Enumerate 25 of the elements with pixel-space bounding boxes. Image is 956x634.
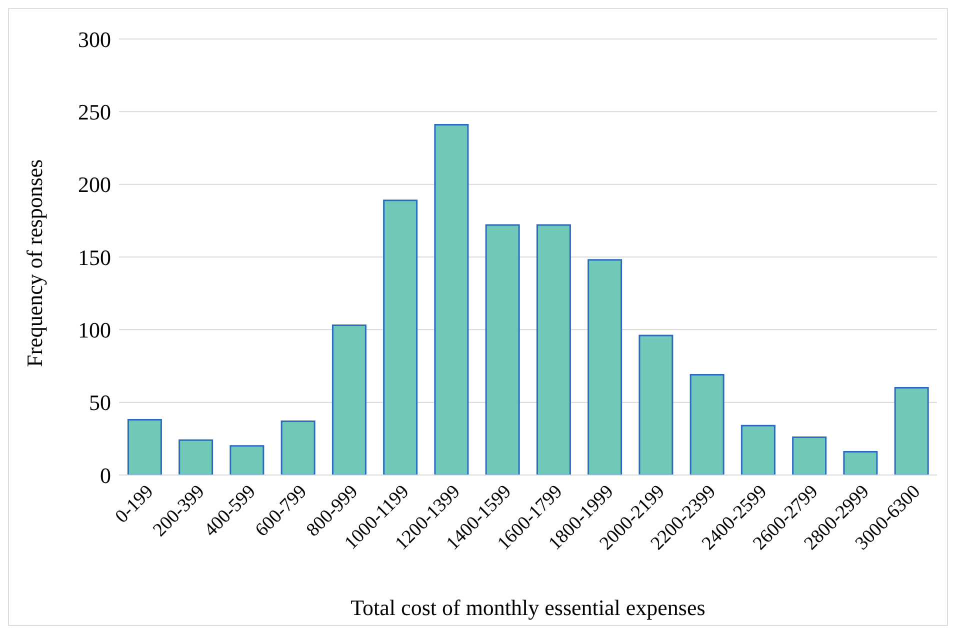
bar: [127, 419, 162, 475]
bar: [434, 124, 469, 475]
bar: [383, 200, 418, 475]
y-tick-label: 50: [89, 390, 111, 416]
bar: [690, 374, 724, 475]
x-axis-title: Total cost of monthly essential expenses: [350, 595, 706, 620]
bar: [536, 224, 571, 475]
bar: [230, 445, 264, 475]
y-tick-label: 200: [78, 172, 111, 198]
y-axis-title: Frequency of responses: [22, 159, 47, 367]
bar: [178, 439, 214, 475]
y-tick-label: 100: [78, 317, 111, 342]
bar: [740, 424, 776, 475]
bar: [280, 420, 316, 475]
bar: [792, 436, 827, 475]
bar: [638, 334, 674, 475]
y-tick-label: 300: [78, 26, 111, 52]
bar: [894, 387, 929, 475]
bar: [843, 450, 878, 475]
y-tick-label: 150: [78, 244, 111, 270]
y-tick-label: 250: [78, 99, 111, 124]
bar: [332, 324, 366, 475]
y-tick-label: 0: [100, 462, 111, 488]
bar: [485, 224, 520, 475]
bar: [588, 259, 622, 475]
